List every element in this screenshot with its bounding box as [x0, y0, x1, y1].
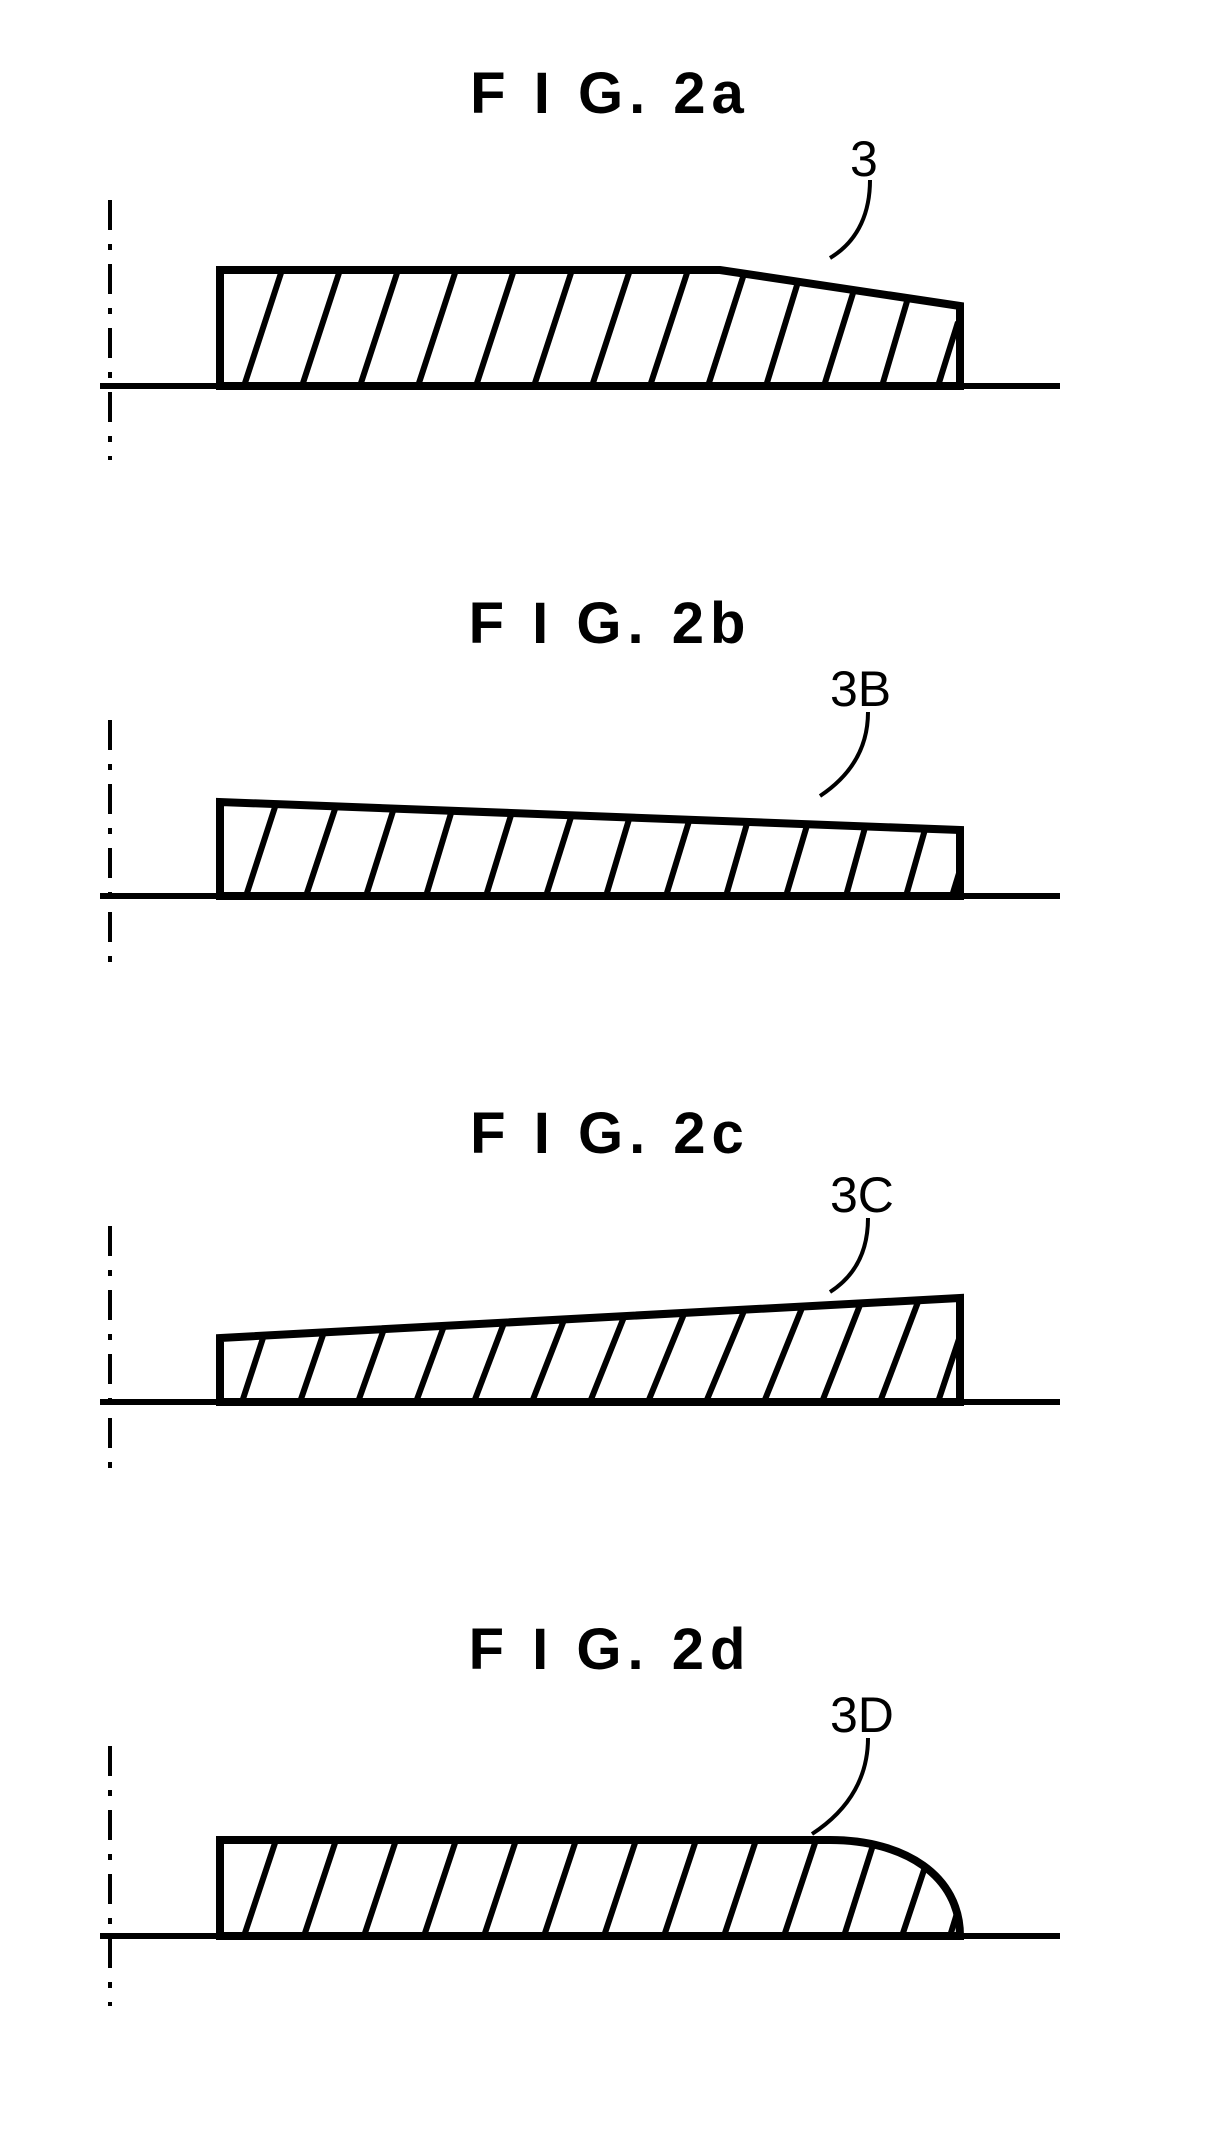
hatch-fill	[244, 1840, 958, 1936]
reference-label-d: 3D	[830, 1686, 894, 1744]
cross-section-shape	[220, 1298, 960, 1402]
reference-label-b: 3B	[830, 660, 891, 718]
figure-panel-c	[0, 1170, 1220, 1490]
cross-section-shape	[220, 270, 960, 386]
figure-title-c: F I G. 2c	[470, 1100, 750, 1167]
leader-line	[820, 712, 868, 796]
figure-panel-d	[0, 1686, 1220, 2026]
leader-line	[830, 1218, 868, 1292]
figure-title-d: F I G. 2d	[469, 1616, 752, 1683]
leader-line	[812, 1738, 868, 1834]
figure-title-b: F I G. 2b	[469, 590, 752, 657]
reference-label-c: 3C	[830, 1166, 894, 1224]
figure-title-a: F I G. 2a	[470, 60, 750, 127]
leader-line	[830, 180, 870, 258]
figure-panel-b	[0, 660, 1220, 980]
figure-panel-a	[0, 130, 1220, 470]
reference-label-a: 3	[850, 130, 878, 188]
